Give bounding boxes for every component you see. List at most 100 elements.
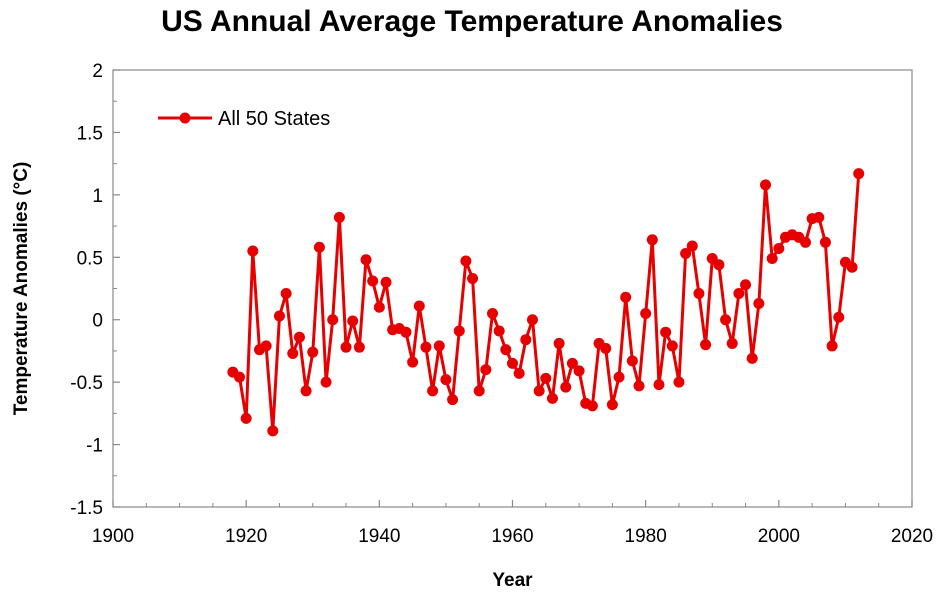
x-tick-label: 2020 [891, 526, 933, 547]
data-point [799, 236, 811, 248]
x-tick-label: 1980 [625, 526, 667, 547]
data-point [327, 314, 339, 326]
x-tick-label: 1960 [491, 526, 533, 547]
y-tick-label: -0.5 [70, 373, 103, 394]
data-point [766, 253, 778, 265]
data-point [487, 307, 499, 319]
data-point [613, 371, 625, 383]
data-point [633, 380, 645, 392]
data-point [453, 325, 465, 337]
data-point [653, 379, 665, 391]
data-point [813, 211, 825, 223]
y-tick-label: 1 [92, 186, 103, 207]
data-point [700, 339, 712, 351]
data-point [520, 334, 532, 346]
data-point [540, 372, 552, 384]
data-point [846, 261, 858, 273]
data-point [720, 314, 732, 326]
data-point [373, 301, 385, 313]
data-point [380, 276, 392, 288]
data-point [234, 371, 246, 383]
data-point [773, 243, 785, 255]
data-point [600, 342, 612, 354]
data-point [686, 240, 698, 252]
data-point [293, 331, 305, 343]
data-point [526, 314, 538, 326]
data-point [493, 325, 505, 337]
x-tick-label: 2000 [758, 526, 800, 547]
data-point [693, 287, 705, 299]
x-tick-label: 1920 [225, 526, 267, 547]
data-points [227, 168, 865, 437]
data-point [713, 259, 725, 271]
data-point [267, 425, 279, 437]
data-point [313, 241, 325, 253]
data-point [560, 381, 572, 393]
data-point [340, 341, 352, 353]
data-point [726, 337, 738, 349]
data-point [546, 392, 558, 404]
y-tick-label: 0.5 [77, 248, 103, 269]
data-point [746, 352, 758, 364]
data-point [566, 357, 578, 369]
data-point [353, 341, 365, 353]
data-point [680, 248, 692, 260]
data-point [420, 341, 432, 353]
data-point [760, 179, 772, 191]
data-point [646, 234, 658, 246]
plot-frame [112, 69, 913, 508]
data-point [467, 273, 479, 285]
chart-title: US Annual Average Temperature Anomalies [161, 5, 783, 38]
legend-label: All 50 States [218, 108, 330, 130]
data-point [533, 385, 545, 397]
y-axis-title: Temperature Anomalies (°C) [11, 162, 32, 416]
data-point [287, 347, 299, 359]
x-axis-title: Year [492, 570, 533, 591]
data-point [819, 236, 831, 248]
data-point [280, 287, 292, 299]
data-point [733, 287, 745, 299]
y-tick-label: -1 [86, 436, 103, 457]
y-tick-label: 2 [92, 61, 103, 82]
data-point [273, 310, 285, 322]
series-line [231, 173, 861, 433]
data-point [307, 346, 319, 358]
data-point [473, 385, 485, 397]
data-point [407, 356, 419, 368]
tick-labels: 2 1.5 1 0.5 0 -0.5 -1 -1.5 1900 1920 1940 1960 1980 2… [70, 61, 933, 547]
data-point [826, 340, 838, 352]
data-point [447, 394, 459, 406]
data-point [606, 399, 618, 411]
data-point [440, 374, 452, 386]
data-point [573, 365, 585, 377]
data-point [247, 245, 259, 257]
y-tick-label: 1.5 [77, 123, 103, 144]
data-point [460, 255, 472, 267]
data-point [433, 340, 445, 352]
data-point [480, 364, 492, 376]
data-point [507, 357, 518, 369]
data-point [347, 315, 359, 327]
legend: All 50 States [158, 108, 330, 130]
axes [112, 69, 913, 508]
data-point [626, 355, 638, 367]
data-point [240, 412, 252, 424]
data-point [513, 367, 525, 379]
data-point [367, 275, 379, 287]
data-point [586, 400, 598, 412]
y-tick-label: -1.5 [70, 498, 103, 519]
data-point [427, 385, 439, 397]
data-point [660, 326, 672, 338]
x-tick-label: 1940 [358, 526, 400, 547]
data-point [333, 211, 345, 223]
data-point [753, 297, 765, 309]
data-point [640, 307, 652, 319]
data-point [260, 340, 272, 352]
data-point [500, 344, 512, 356]
data-point [413, 300, 425, 312]
data-point [300, 385, 312, 397]
data-point [673, 376, 685, 388]
data-point [740, 279, 752, 291]
x-tick-label: 1900 [92, 526, 134, 547]
